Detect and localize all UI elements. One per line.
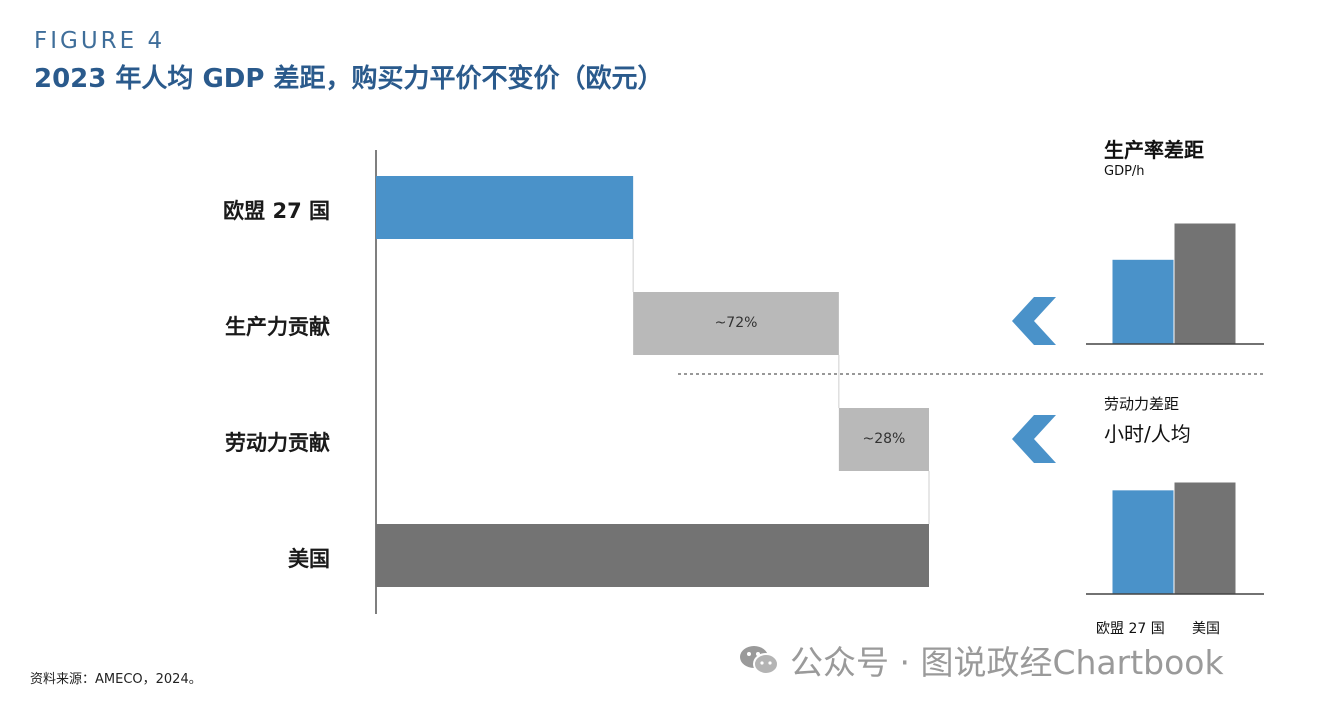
category-label: 美国 [288,546,330,571]
side-chart-2-unit: 小时/人均 [1104,422,1191,446]
chevron-left-icon [1012,297,1056,345]
side-chart-2-title: 劳动力差距 [1104,395,1180,413]
segment-value-label: ~28% [862,430,906,447]
bar-2 [838,408,929,471]
category-label: 生产力贡献 [225,314,330,339]
side-chart-1-unit: GDP/h [1104,164,1145,179]
side-x-label-eu: 欧盟 27 国 [1096,621,1165,637]
bar-3 [376,524,929,587]
side-x-label-us: 美国 [1192,621,1220,637]
side-chart-1-title: 生产率差距 [1104,138,1204,162]
category-label: 欧盟 27 国 [223,198,330,223]
category-label: 劳动力贡献 [225,430,330,455]
figure-label: FIGURE 4 [34,28,166,54]
waterfall-chart [375,150,1264,614]
watermark-text: 公众号 · 图说政经Chartbook [790,643,1224,682]
bar-1 [633,292,839,355]
segment-value-label: ~72% [714,314,758,331]
watermark: 公众号 · 图说政经Chartbook [738,636,1224,684]
side-bar-0 [1111,258,1175,345]
productivity-gap-chart [1086,222,1264,345]
side-bar-1 [1173,481,1237,595]
side-bar-1 [1173,222,1237,345]
wechat-icon [740,646,779,675]
labour-gap-chart [1086,481,1264,595]
source-note: 资料来源：AMECO，2024。 [30,672,202,687]
side-bar-0 [1111,489,1175,595]
chevron-left-icon [1012,415,1056,463]
chart-title: 2023 年人均 GDP 差距，购买力平价不变价（欧元） [34,64,664,94]
bar-0 [376,176,634,239]
arrows [1012,297,1056,463]
